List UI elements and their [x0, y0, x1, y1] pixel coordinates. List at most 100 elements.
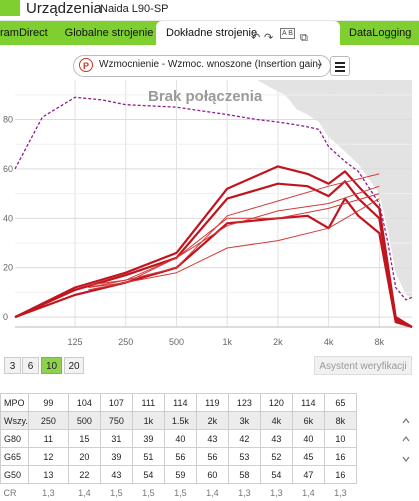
table-cell[interactable]: 60: [196, 466, 228, 484]
table-cell[interactable]: 104: [68, 394, 100, 412]
table-cell[interactable]: 99: [28, 394, 68, 412]
y-tick-label: 40: [3, 213, 13, 223]
table-cell[interactable]: 43: [196, 430, 228, 448]
table-cell: 250: [28, 412, 68, 430]
row-header: Wszy.: [1, 412, 29, 430]
table-cell: 1,3: [28, 484, 68, 501]
table-cell[interactable]: 15: [68, 430, 100, 448]
tab-fine-tuning[interactable]: Dokładne strojenie ↶ ↷ A B ⧉: [156, 21, 340, 45]
assistant-label: Asystent weryfikacji: [319, 361, 406, 372]
table-cell: 1,5: [164, 484, 196, 501]
table-cell[interactable]: 20: [68, 448, 100, 466]
copy-icon[interactable]: ⧉: [300, 26, 308, 50]
x-tick-label: 8k: [375, 337, 385, 347]
table-cell: 1,5: [132, 484, 164, 501]
table-cell[interactable]: 40: [292, 430, 324, 448]
table-cell[interactable]: 39: [132, 430, 164, 448]
table-cell[interactable]: 13: [28, 466, 68, 484]
table-cell: 1,3: [228, 484, 260, 501]
table-cell: 1,3: [324, 484, 356, 501]
table-cell[interactable]: 42: [228, 430, 260, 448]
table-scroll-arrows[interactable]: [401, 416, 411, 476]
device-name: Naida L90-SP: [100, 3, 169, 15]
y-tick-label: 0: [3, 312, 8, 322]
level-label: 20: [68, 361, 79, 372]
y-tick-label: 80: [3, 115, 13, 125]
level-button-20[interactable]: 20: [64, 357, 84, 374]
tab-global-tuning[interactable]: Globalne strojenie: [62, 21, 156, 45]
table-cell[interactable]: 22: [68, 466, 100, 484]
redo-icon[interactable]: ↷: [264, 26, 273, 50]
x-tick-label: 1k: [222, 337, 232, 347]
table-cell: 500: [68, 412, 100, 430]
table-cell[interactable]: 114: [292, 394, 324, 412]
tab-label: Dokładne strojenie: [166, 21, 257, 45]
table-cell: 3k: [228, 412, 260, 430]
app-title: Urządzenia: [26, 0, 102, 17]
level-button-3[interactable]: 3: [4, 357, 21, 374]
tab-datalogging[interactable]: DataLogging: [349, 21, 419, 45]
table-cell: 1,4: [292, 484, 324, 501]
tab-targetmatch[interactable]: ramDirect: [0, 21, 58, 45]
table-cell: 1,3: [260, 484, 292, 501]
g80-row: G80 11 15 31 39 40 43 42 43 40 10: [1, 430, 357, 448]
table-cell: 1,5: [100, 484, 132, 501]
row-header: G80: [1, 430, 29, 448]
table-cell: 6k: [292, 412, 324, 430]
table-cell[interactable]: 12: [28, 448, 68, 466]
table-cell[interactable]: 11: [28, 430, 68, 448]
table-cell: 1,4: [196, 484, 228, 501]
table-cell[interactable]: 56: [164, 448, 196, 466]
verification-assistant-button[interactable]: Asystent weryfikacji: [314, 356, 412, 375]
table-cell[interactable]: 10: [324, 430, 356, 448]
table-cell: 1,4: [68, 484, 100, 501]
table-cell[interactable]: 40: [164, 430, 196, 448]
table-cell[interactable]: 120: [260, 394, 292, 412]
table-cell[interactable]: 31: [100, 430, 132, 448]
tab-bar: ramDirect Globalne strojenie Dokładne st…: [0, 21, 419, 45]
table-cell[interactable]: 58: [228, 466, 260, 484]
x-tick-label: 2k: [273, 337, 283, 347]
g50-row: G50 13 22 43 54 59 60 58 54 47 16: [1, 466, 357, 484]
ab-compare-icon[interactable]: A B: [280, 28, 295, 39]
table-cell[interactable]: 16: [324, 466, 356, 484]
row-header: G65: [1, 448, 29, 466]
table-cell[interactable]: 107: [100, 394, 132, 412]
table-cell[interactable]: 47: [292, 466, 324, 484]
table-cell: 750: [100, 412, 132, 430]
table-cell[interactable]: 111: [132, 394, 164, 412]
table-cell[interactable]: 119: [196, 394, 228, 412]
curve-type-dropdown[interactable]: P Wzmocnienie - Wzmoc. wnoszone (Inserti…: [73, 55, 331, 77]
table-cell[interactable]: 123: [228, 394, 260, 412]
table-cell[interactable]: 39: [100, 448, 132, 466]
x-tick-label: 250: [118, 337, 133, 347]
row-header: G50: [1, 466, 29, 484]
level-button-6[interactable]: 6: [22, 357, 39, 374]
row-header: CR: [1, 484, 29, 501]
table-cell[interactable]: 45: [292, 448, 324, 466]
table-cell[interactable]: 53: [228, 448, 260, 466]
level-button-10[interactable]: 10: [41, 357, 62, 374]
no-connection-watermark: Brak połączenia: [148, 88, 262, 105]
table-cell[interactable]: 59: [164, 466, 196, 484]
table-cell[interactable]: 65: [324, 394, 356, 412]
table-cell[interactable]: 54: [260, 466, 292, 484]
table-cell[interactable]: 56: [196, 448, 228, 466]
table-cell[interactable]: 114: [164, 394, 196, 412]
undo-icon[interactable]: ↶: [251, 26, 260, 50]
table-cell: 1k: [132, 412, 164, 430]
menu-button[interactable]: [330, 56, 350, 76]
gain-table: MPO 99 104 107 111 114 119 123 120 114 6…: [0, 393, 357, 501]
table-cell[interactable]: 54: [132, 466, 164, 484]
mpo-row: MPO 99 104 107 111 114 119 123 120 114 6…: [1, 394, 357, 412]
table-cell[interactable]: 51: [132, 448, 164, 466]
accent-bar: [0, 0, 20, 16]
y-tick-label: 60: [3, 164, 13, 174]
table-cell[interactable]: 43: [100, 466, 132, 484]
frequency-row: Wszy. 250 500 750 1k 1.5k 2k 3k 4k 6k 8k: [1, 412, 357, 430]
table-cell[interactable]: 16: [324, 448, 356, 466]
table-cell[interactable]: 52: [260, 448, 292, 466]
table-cell[interactable]: 43: [260, 430, 292, 448]
